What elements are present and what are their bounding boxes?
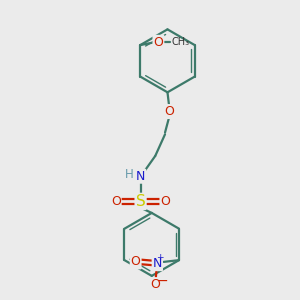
Text: S: S [136,194,146,209]
Text: CH₃: CH₃ [172,37,190,47]
Text: H: H [125,168,134,181]
Text: N: N [136,170,145,183]
Text: O: O [154,36,163,49]
Text: −: − [157,274,168,288]
Text: O: O [111,195,121,208]
Text: O: O [160,195,170,208]
Text: N: N [153,257,162,270]
Text: O: O [131,255,141,268]
Text: O: O [151,278,160,291]
Text: +: + [156,253,164,262]
Text: O: O [164,105,174,118]
